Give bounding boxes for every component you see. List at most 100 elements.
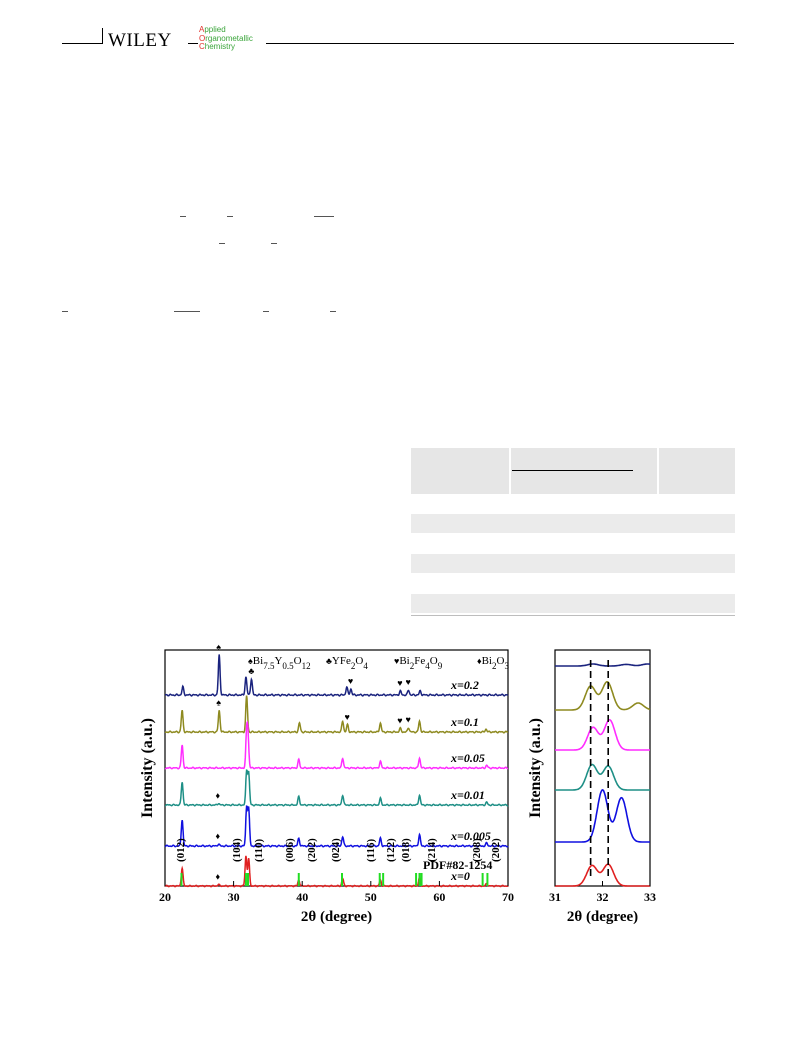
zoom-x-tick-label: 31 (549, 890, 561, 904)
xrd-figure-svg: ♠Bi7.5Y0.5O12 ♣YFe2O4 ♥Bi2Fe4O9 ♦Bi2O3 x=0.2… (139, 642, 656, 925)
table-row (411, 554, 735, 573)
page-header: WILEY Applied Organometallic Chemistry (62, 25, 734, 56)
zoom-y-axis-label: Intensity (a.u.) (527, 718, 544, 818)
journal-line-1-rest: pplied (204, 25, 226, 34)
table-header-rule (512, 470, 633, 471)
x-tick-label: 20 (159, 890, 171, 904)
table-bottom-rule (411, 615, 735, 616)
journal-line-1: Applied (199, 25, 253, 35)
text-fragment (263, 311, 269, 312)
x-tick-label: 40 (296, 890, 308, 904)
text-fragment (330, 311, 336, 312)
hkl-label: (122) (385, 838, 397, 862)
zoom-series-line-x0 (555, 863, 650, 887)
journal-initial-o: O (199, 33, 206, 43)
phase-marker: ♥ (397, 715, 402, 725)
series-label: x=0 (450, 869, 470, 883)
header-rule-right (266, 43, 734, 44)
text-fragment (271, 243, 277, 244)
zoom-x-tick-label: 32 (597, 890, 609, 904)
series-line-x0 (164, 855, 509, 888)
series-label: x=0.1 (450, 715, 479, 729)
phase-marker: ♥ (344, 712, 349, 722)
phase-marker: ♦ (216, 872, 221, 882)
hkl-label: (214) (426, 838, 438, 862)
series-line-x0_05 (164, 720, 509, 770)
hkl-label: (110) (253, 838, 265, 862)
zoom-series-line-x0_005 (555, 789, 650, 843)
series-label: x=0.005 (450, 829, 491, 843)
phase-marker: ♠ (216, 642, 221, 652)
table-header-separator (509, 448, 511, 494)
x-axis-label: 2θ (degree) (301, 909, 372, 925)
table-header (411, 448, 735, 494)
legend-entry: ♠Bi7.5Y0.5O12 (248, 655, 311, 671)
hkl-label: (202) (306, 838, 318, 862)
journal-line-3: Chemistry (199, 42, 253, 52)
hkl-label: (202) (490, 838, 502, 862)
series-line-x0_01 (164, 769, 509, 807)
text-fragment (62, 311, 68, 312)
hkl-label: (116) (365, 838, 377, 862)
header-rule-mid (188, 43, 198, 44)
phase-marker: ♦ (216, 831, 221, 841)
table-header-separator (657, 448, 659, 494)
header-tick (102, 28, 103, 44)
x-tick-label: 50 (365, 890, 377, 904)
phase-marker: ♣ (248, 666, 254, 676)
zoom-series-line-x0_05 (555, 718, 650, 751)
zoom-x-tick-label: 33 (644, 890, 656, 904)
zoom-xrd-chart: 31 32 33 2θ (degree) Intensity (a.u.) (527, 649, 656, 925)
zoom-series-line-x0_01 (555, 763, 650, 791)
series-line-x0_1 (164, 695, 508, 734)
journal-line-2-rest: rganometallic (205, 33, 253, 43)
hkl-label: (104) (231, 838, 243, 862)
x-tick-label: 70 (502, 890, 514, 904)
table-row (411, 514, 735, 533)
main-legend: ♠Bi7.5Y0.5O12 ♣YFe2O4 ♥Bi2Fe4O9 ♦Bi2O3 (248, 655, 509, 671)
journal-line-3-rest: hemistry (204, 42, 236, 52)
hkl-label: (208) (471, 838, 483, 862)
journal-name: Applied Organometallic Chemistry (199, 25, 253, 52)
text-fragment (174, 311, 200, 312)
hkl-label: (012) (175, 838, 187, 862)
hkl-label: (018) (400, 838, 412, 862)
text-fragment (314, 216, 334, 217)
phase-marker: ♥ (348, 676, 353, 686)
zoom-plot-frame (554, 649, 651, 887)
phase-marker: ♠ (216, 697, 221, 707)
zoom-series-line-x0_1 (555, 681, 651, 711)
table-row (411, 594, 735, 613)
text-fragment (227, 216, 233, 217)
zoom-x-axis-label: 2θ (degree) (567, 909, 638, 925)
hkl-label: (006) (284, 838, 296, 862)
hkl-label: (024) (330, 838, 342, 862)
legend-entry: ♣YFe2O4 (326, 655, 368, 671)
series-label: x=0.2 (450, 678, 479, 692)
series-label: x=0.01 (450, 788, 485, 802)
y-axis-label: Intensity (a.u.) (139, 718, 156, 818)
journal-initial-a: A (199, 25, 205, 34)
phase-marker: ♥ (397, 678, 402, 688)
x-tick-label: 30 (228, 890, 240, 904)
data-table (411, 448, 735, 616)
series-line-x0_005 (164, 805, 509, 848)
phase-marker: ♥ (406, 715, 411, 725)
series-line-x0_2 (165, 654, 509, 697)
phase-marker: ♥ (406, 677, 411, 687)
phase-marker: ♦ (216, 790, 221, 800)
journal-line-2: Organometallic (199, 33, 253, 44)
reference-label: PDF#82-1254 (423, 858, 492, 872)
header-rule-left (62, 43, 102, 44)
legend-entry: ♦Bi2O3 (477, 655, 509, 671)
legend-entry: ♥Bi2Fe4O9 (394, 655, 443, 671)
series-label: x=0.05 (450, 751, 485, 765)
publisher-logo: WILEY (108, 30, 172, 51)
journal-initial-c: C (199, 42, 205, 52)
text-fragment (180, 216, 186, 217)
x-tick-label: 60 (433, 890, 445, 904)
zoom-series-line-x0_2 (555, 663, 651, 667)
text-fragment (219, 243, 225, 244)
xrd-figure: ♠Bi7.5Y0.5O12 ♣YFe2O4 ♥Bi2Fe4O9 ♦Bi2O3 x=0.2… (0, 630, 793, 970)
main-xrd-chart: ♠Bi7.5Y0.5O12 ♣YFe2O4 ♥Bi2Fe4O9 ♦Bi2O3 x=0.2… (139, 642, 514, 925)
